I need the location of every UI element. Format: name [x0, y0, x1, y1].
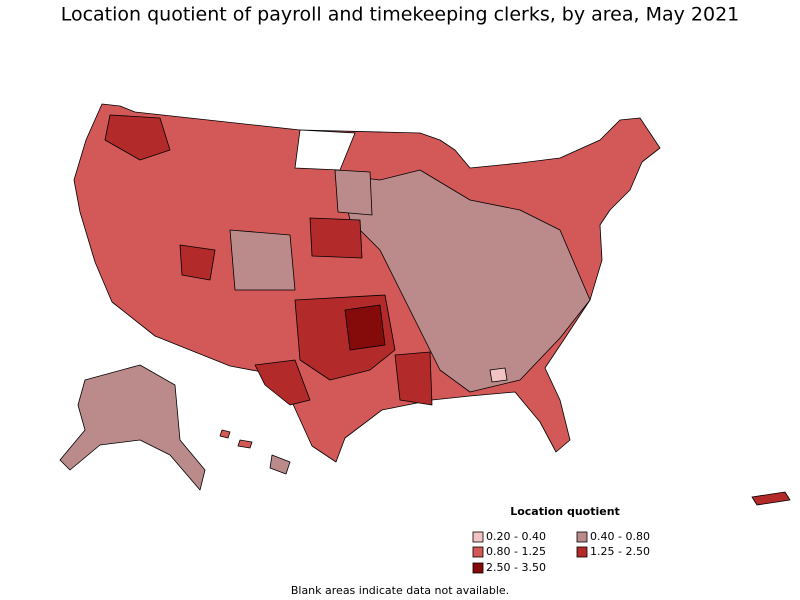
legend-label: 2.50 - 3.50 [486, 561, 546, 574]
region-louisiana [394, 351, 433, 406]
region-texas-west [254, 359, 311, 406]
region-oklahoma [344, 304, 386, 351]
puerto-rico [751, 491, 791, 506]
footnote: Blank areas indicate data not available. [291, 584, 509, 597]
legend: 0.20 - 0.40 0.40 - 0.80 0.80 - 1.25 1.25 - … [472, 530, 650, 574]
region-utah [179, 244, 216, 281]
legend-swatch [472, 562, 484, 574]
region-southeast-light [489, 367, 508, 383]
legend-label: 0.40 - 0.80 [590, 530, 650, 543]
legend-swatch [576, 546, 588, 558]
legend-label: 0.20 - 0.40 [486, 530, 546, 543]
hawaii-1 [219, 429, 231, 439]
region-colorado [229, 229, 296, 291]
alaska [59, 364, 206, 491]
map [59, 103, 791, 506]
blank-area [294, 129, 356, 171]
map-title: Location quotient of payroll and timekee… [61, 4, 740, 26]
legend-label: 1.25 - 2.50 [590, 545, 650, 558]
legend-swatch [472, 546, 484, 558]
legend-title: Location quotient [510, 505, 620, 518]
hawaii-2 [237, 439, 253, 449]
legend-swatch [576, 531, 588, 543]
region-midwest [339, 169, 591, 393]
region-northwest [104, 114, 171, 161]
legend-label: 0.80 - 1.25 [486, 545, 546, 558]
legend-swatch [472, 531, 484, 543]
region-nebraska [309, 217, 363, 259]
hawaii-3 [269, 454, 291, 475]
region-dakota [334, 169, 373, 216]
